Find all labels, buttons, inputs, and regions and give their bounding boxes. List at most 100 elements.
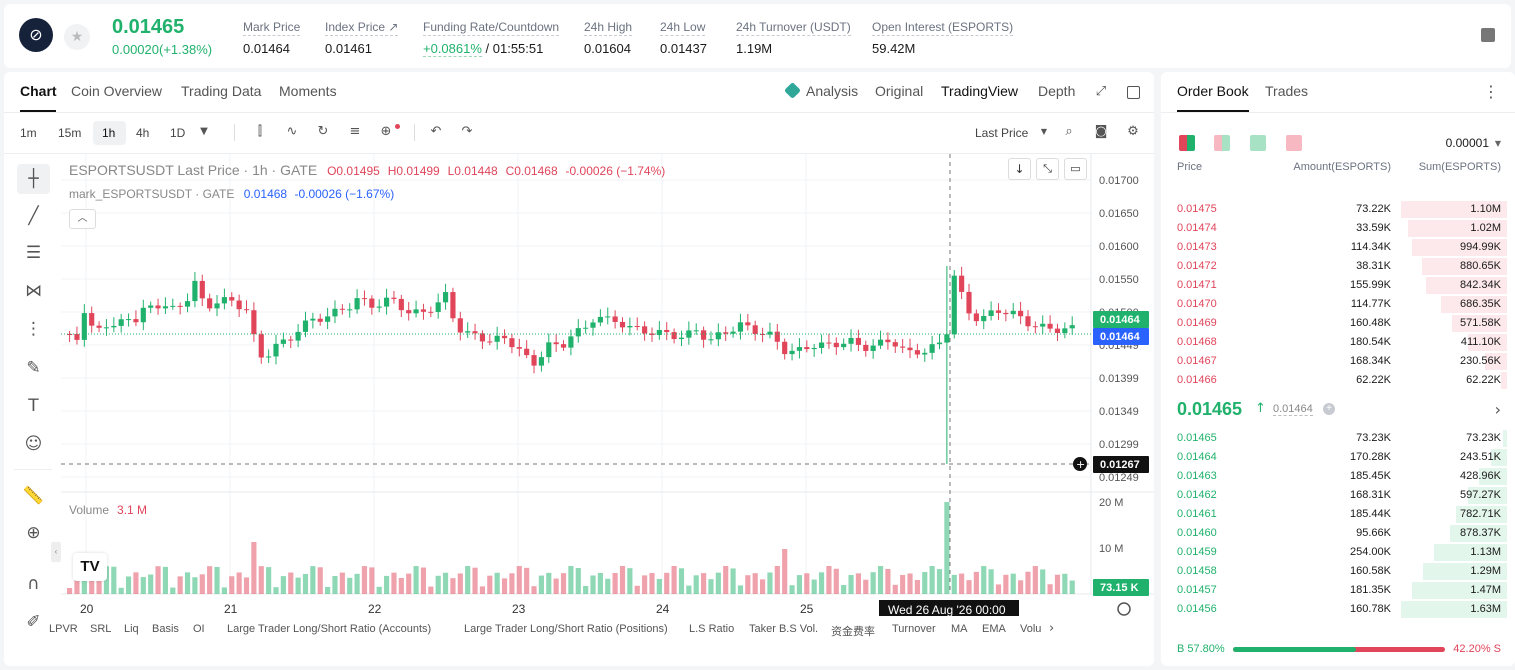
volume-bar [759,579,766,594]
emoji-icon[interactable]: ☺ [24,434,43,454]
volume-bar [693,575,699,594]
indicator-lt-accounts[interactable]: Large Trader Long/Short Ratio (Accounts) [227,623,432,635]
ask-row[interactable]: 0.01470 114.77K 686.35K [1161,295,1515,314]
indicator-taker-bs-vol[interactable]: Taker B.S Vol. [749,623,819,635]
interval-15m[interactable]: 15m [58,126,82,140]
bid-row[interactable]: 0.01462 168.31K 597.27K [1161,486,1515,505]
bid-row[interactable]: 0.01464 170.28K 243.51K [1161,448,1515,467]
interval-4h[interactable]: 4h [136,126,150,140]
maximize-pane-icon[interactable]: ▭ [1064,158,1087,180]
tab-order-book[interactable]: Order Book [1177,83,1249,99]
ask-row[interactable]: 0.01466 62.22K 62.22K [1161,371,1515,390]
tab-chart[interactable]: Chart [20,83,57,99]
interval-1d[interactable]: 1D [170,126,186,140]
view-asks-icon[interactable] [1286,135,1302,151]
stat-index-price[interactable]: Index Price ↗ 0.01461 [325,20,399,56]
price-type-select[interactable]: Last Price [975,126,1029,140]
pattern-icon[interactable]: ⋈ [25,281,42,301]
ruler-icon[interactable]: 📏 [22,486,45,506]
view-depth[interactable]: Depth [1038,83,1076,99]
collapse-toolbar-icon[interactable]: ‹ [51,542,61,562]
add-indicator-icon[interactable]: ⊕ [380,124,392,139]
tab-coin-overview[interactable]: Coin Overview [71,83,163,99]
zoom-in-icon[interactable]: ⊕ [26,523,41,543]
bid-row[interactable]: 0.01459 254.00K 1.13M [1161,543,1515,562]
volume-tick-label: 10 M [1099,543,1123,555]
indicator-funding-rate[interactable]: 资金费率 [831,626,875,638]
indicator-volume[interactable]: Volu [1020,623,1042,635]
volume-bar [590,575,596,594]
camera-icon[interactable]: ◙ [1094,124,1108,139]
chevron-right-icon[interactable]: › [1494,400,1501,419]
indicator-oi[interactable]: OI [193,623,205,635]
search-icon[interactable]: ⌕ [1065,124,1073,139]
tab-trading-data[interactable]: Trading Data [181,83,262,99]
view-original[interactable]: Original [875,83,924,99]
candle-type-icon[interactable]: ⫿ [257,124,263,139]
replay-icon[interactable]: ↻ [317,124,329,139]
ask-row[interactable]: 0.01469 160.48K 571.58K [1161,314,1515,333]
bid-row[interactable]: 0.01460 95.66K 878.37K [1161,524,1515,543]
scroll-down-icon[interactable]: ↓ [1008,158,1031,180]
price-chart[interactable]: 0.017000.016500.016000.015500.015000.014… [4,154,1154,616]
ask-row[interactable]: 0.01467 168.34K 230.56K [1161,352,1515,371]
more-options-icon[interactable]: ⋮ [1483,82,1499,101]
bid-row[interactable]: 0.01465 73.23K 73.23K [1161,429,1515,448]
collapse-legend-icon[interactable]: ︿ [69,209,96,229]
view-bids-icon[interactable] [1250,135,1266,151]
tab-trades[interactable]: Trades [1265,83,1309,99]
favorite-star-icon[interactable]: ★ [64,24,90,50]
indicators-icon[interactable]: ∿ [286,124,298,139]
interval-1m[interactable]: 1m [20,126,37,140]
text-tool-icon[interactable]: T [28,396,39,416]
expand-icon[interactable]: ⤢ [1095,84,1107,99]
templates-icon[interactable]: ≡ [349,124,361,139]
indicator-srl[interactable]: SRL [90,623,112,635]
settings-gear-icon[interactable]: ⚙ [1127,124,1139,139]
bid-row[interactable]: 0.01463 185.45K 428.96K [1161,467,1515,486]
ask-row[interactable]: 0.01474 33.59K 1.02M [1161,219,1515,238]
tab-moments[interactable]: Moments [279,83,337,99]
view-both-icon[interactable] [1179,135,1195,151]
pencil-lock-icon[interactable]: ✐ [26,612,41,632]
interval-1h[interactable]: 1h [102,126,116,140]
horizontal-lines-icon[interactable]: ☰ [25,243,42,263]
window-icon[interactable] [1127,86,1140,99]
price-type-caret-icon[interactable]: ▼ [1040,127,1048,136]
bid-row[interactable]: 0.01458 160.58K 1.29M [1161,562,1515,581]
indicator-ema[interactable]: EMA [982,623,1006,635]
interval-dropdown-icon[interactable]: ▼ [200,126,208,137]
indicator-liq[interactable]: Liq [124,623,139,635]
precision-caret-icon[interactable]: ▼ [1494,139,1501,148]
ask-row[interactable]: 0.01468 180.54K 411.10K [1161,333,1515,352]
bid-row[interactable]: 0.01456 160.78K 1.63M [1161,600,1515,619]
ask-row[interactable]: 0.01472 38.31K 880.65K [1161,257,1515,276]
view-split-icon[interactable] [1214,135,1230,151]
view-tradingview[interactable]: TradingView [941,83,1019,99]
indicator-lt-positions[interactable]: Large Trader Long/Short Ratio (Positions… [464,623,668,635]
fib-icon[interactable]: ⋮ [25,319,42,339]
indicator-turnover[interactable]: Turnover [892,623,936,635]
ask-row[interactable]: 0.01471 155.99K 842.34K [1161,276,1515,295]
indicator-ma[interactable]: MA [951,623,968,635]
notebook-icon[interactable] [1481,28,1495,42]
ask-row[interactable]: 0.01475 73.22K 1.10M [1161,200,1515,219]
ask-row[interactable]: 0.01473 114.34K 994.99K [1161,238,1515,257]
indicator-lpvr[interactable]: LPVR [49,623,78,635]
indicator-ls-ratio[interactable]: L.S Ratio [689,623,735,635]
redo-icon[interactable]: ↷ [461,124,473,139]
crosshair-icon[interactable]: ┼ [17,164,50,194]
view-analysis[interactable]: Analysis [806,83,859,99]
indicator-scroll-right-icon[interactable]: › [1049,621,1055,636]
indicator-basis[interactable]: Basis [152,623,179,635]
magnet-icon[interactable]: ∩ [27,574,40,594]
price-cell: 0.01474 [1177,222,1217,234]
bid-row[interactable]: 0.01457 181.35K 1.47M [1161,581,1515,600]
brush-icon[interactable]: ✎ [26,358,41,378]
bid-row[interactable]: 0.01461 185.44K 782.71K [1161,505,1515,524]
amount-cell: 95.66K [1356,527,1391,539]
precision-select[interactable]: 0.00001 [1445,136,1489,150]
collapse-pane-icon[interactable]: ⤡ [1036,158,1059,180]
undo-icon[interactable]: ↶ [430,124,442,139]
trend-line-icon[interactable]: ╱ [28,206,39,226]
